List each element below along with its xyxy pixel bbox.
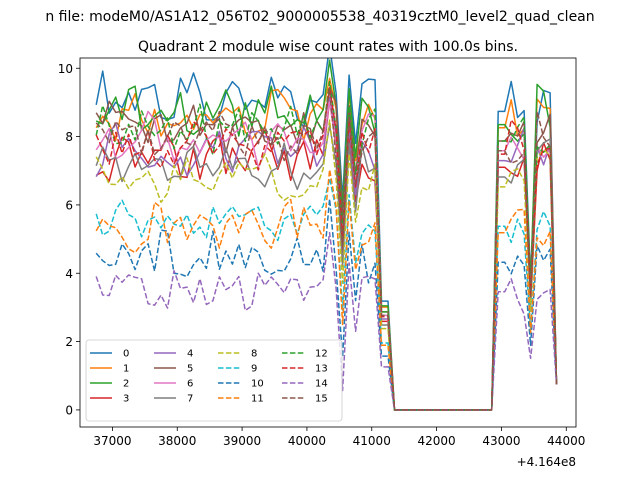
legend-label-2: 2 — [123, 379, 129, 390]
legend-label-14: 14 — [315, 379, 328, 390]
x-tick-label-7: 44000 — [547, 434, 585, 448]
y-tick-label-2: 4 — [65, 267, 73, 281]
legend-label-15: 15 — [315, 394, 328, 405]
series-line-11 — [95, 168, 558, 411]
legend-label-3: 3 — [123, 394, 129, 405]
legend-label-8: 8 — [251, 349, 257, 360]
x-tick-label-2: 39000 — [223, 434, 261, 448]
plot-frame — [79, 57, 577, 428]
x-axis: 37000 38000 39000 40000 41000 42000 43000 44000 — [93, 427, 585, 448]
series-line-13 — [95, 86, 558, 411]
x-tick-label-0: 37000 — [93, 434, 131, 448]
y-tick-label-0: 0 — [65, 403, 73, 417]
series-line-15 — [95, 88, 558, 411]
y-tick-label-1: 2 — [65, 335, 73, 349]
legend-label-7: 7 — [187, 394, 193, 405]
legend-label-0: 0 — [123, 349, 129, 360]
x-tick-label-5: 42000 — [418, 434, 456, 448]
y-tick-label-5: 10 — [58, 62, 73, 76]
legend-label-4: 4 — [187, 349, 193, 360]
y-tick-label-4: 8 — [65, 130, 73, 144]
legend-label-11: 11 — [251, 394, 264, 405]
series-layer — [95, 58, 558, 411]
x-tick-label-3: 40000 — [288, 434, 326, 448]
legend-label-13: 13 — [315, 364, 328, 375]
x-tick-label-1: 38000 — [158, 434, 196, 448]
legend-label-1: 1 — [123, 364, 129, 375]
x-offset-label: +4.164e8 — [517, 455, 576, 469]
legend-label-5: 5 — [187, 364, 193, 375]
chart-title: Quadrant 2 module wise count rates with … — [138, 39, 518, 55]
legend-label-12: 12 — [315, 349, 328, 360]
y-axis: 0 2 4 6 8 10 — [58, 62, 80, 417]
x-tick-label-6: 43000 — [482, 434, 520, 448]
x-tick-label-4: 41000 — [353, 434, 391, 448]
legend-label-6: 6 — [187, 379, 193, 390]
y-tick-label-3: 6 — [65, 198, 73, 212]
figure-suptitle: n file: modeM0/AS1A12_056T02_9000005538_… — [45, 9, 594, 25]
legend-label-10: 10 — [251, 379, 264, 390]
series-line-14 — [95, 231, 558, 411]
legend-label-9: 9 — [251, 364, 257, 375]
legend-frame — [85, 339, 343, 422]
